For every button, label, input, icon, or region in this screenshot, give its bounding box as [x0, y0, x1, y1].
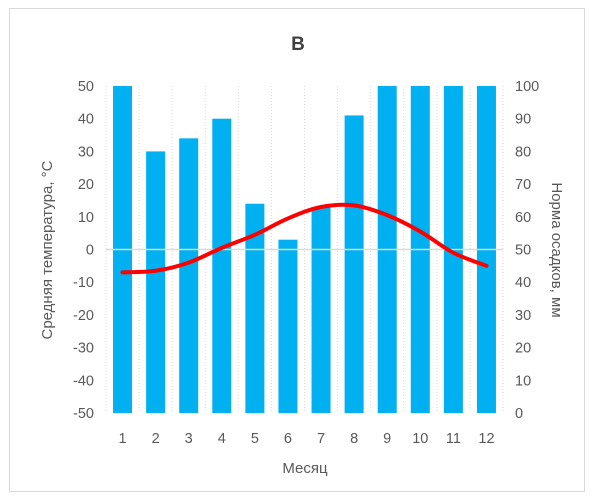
right-axis-title: Норма осадков, мм: [548, 182, 565, 317]
x-tick-label: 11: [446, 431, 461, 447]
right-tick-label: 100: [515, 79, 539, 95]
left-tick-label: -40: [73, 373, 94, 389]
right-tick-label: 60: [515, 210, 531, 226]
left-tick-label: 20: [78, 177, 94, 193]
right-tick-label: 30: [515, 308, 531, 324]
x-tick-label: 3: [185, 431, 193, 447]
left-axis-ticks: 50 40 30 20 10 0 -10 -20 -30 -40 -50: [73, 79, 94, 422]
chart-title: B: [291, 34, 305, 55]
right-tick-label: 20: [515, 341, 531, 357]
x-tick-label: 2: [152, 431, 160, 447]
left-tick-label: 0: [86, 243, 94, 259]
precipitation-bar: [146, 151, 166, 413]
right-tick-label: 10: [515, 373, 531, 389]
x-tick-label: 8: [350, 431, 358, 447]
grid-lines: [105, 86, 504, 413]
right-tick-label: 70: [515, 177, 531, 193]
left-tick-label: -50: [73, 406, 94, 422]
temperature-line: [120, 202, 489, 275]
x-tick-label: 10: [412, 431, 428, 447]
right-tick-label: 50: [515, 243, 531, 259]
precipitation-bar: [311, 206, 331, 413]
right-tick-label: 0: [515, 406, 523, 422]
right-tick-label: 90: [515, 112, 531, 128]
x-tick-label: 5: [251, 431, 259, 447]
precipitation-bar: [245, 203, 265, 413]
precipitation-bar: [344, 115, 364, 414]
precipitation-bar: [212, 118, 232, 413]
left-tick-label: -10: [73, 275, 94, 291]
x-tick-label: 9: [383, 431, 391, 447]
precipitation-bar: [179, 138, 199, 413]
left-axis-title: Средняя температура, °C: [39, 160, 56, 339]
x-tick-label: 4: [218, 431, 226, 447]
left-tick-label: -20: [73, 308, 94, 324]
right-tick-label: 40: [515, 275, 531, 291]
x-tick-label: 7: [317, 431, 325, 447]
x-axis-ticks: 1 2 3 4 5 6 7 8 9 10 11 12: [119, 431, 495, 447]
left-tick-label: -30: [73, 341, 94, 357]
x-tick-label: 6: [284, 431, 292, 447]
left-tick-label: 10: [78, 210, 94, 226]
x-axis-title: Месяц: [282, 460, 328, 477]
left-tick-label: 30: [78, 144, 94, 160]
temperature-line-group: [120, 202, 489, 275]
x-tick-label: 12: [478, 431, 494, 447]
right-tick-label: 80: [515, 144, 531, 160]
x-tick-label: 1: [119, 431, 127, 447]
precipitation-bars: [113, 86, 496, 414]
left-tick-label: 40: [78, 112, 94, 128]
precipitation-bar: [278, 239, 298, 413]
left-tick-label: 50: [78, 79, 94, 95]
